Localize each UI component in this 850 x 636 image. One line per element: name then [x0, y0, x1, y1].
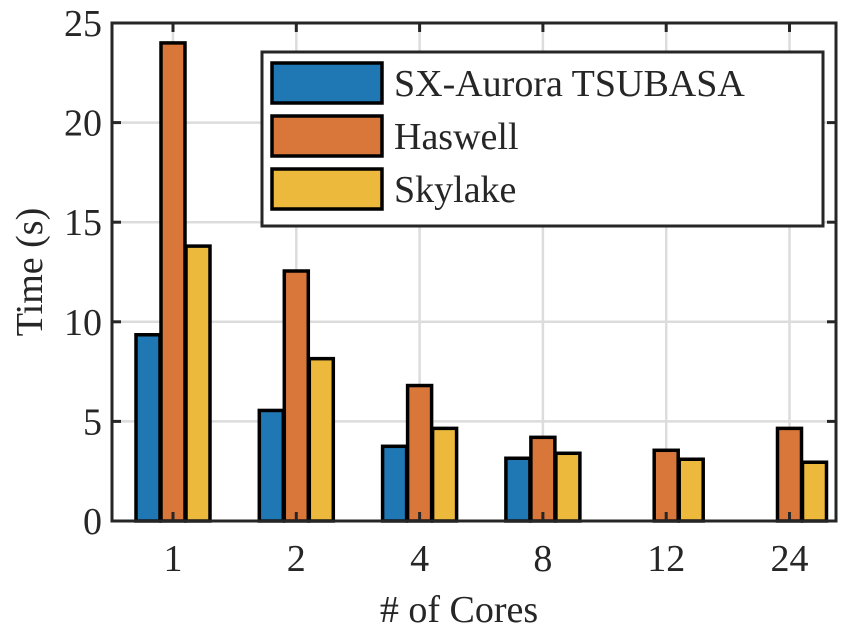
x-tick-label: 8	[533, 538, 552, 580]
legend-swatch	[270, 61, 384, 105]
bar	[529, 435, 557, 523]
x-tick-label: 4	[410, 538, 429, 580]
bar	[307, 356, 336, 523]
y-tick-label: 5	[83, 401, 102, 443]
y-tick-label: 10	[64, 302, 102, 344]
x-tick-label: 1	[164, 538, 183, 580]
legend-label: Haswell	[394, 116, 519, 158]
bar	[184, 244, 212, 523]
bar	[800, 460, 829, 523]
x-tick-label: 12	[647, 538, 685, 580]
bar	[380, 444, 409, 523]
y-tick-label: 20	[64, 103, 102, 145]
legend-label: SX-Aurora TSUBASA	[394, 63, 745, 105]
bar	[134, 332, 162, 523]
bar	[159, 41, 187, 523]
x-tick-label: 24	[771, 538, 809, 580]
y-tick-label: 25	[64, 3, 102, 45]
bar	[775, 426, 804, 523]
tick-marks	[112, 21, 836, 523]
bar	[504, 456, 532, 523]
bar	[405, 383, 434, 523]
legend-swatch	[270, 114, 384, 158]
y-tick-label: 0	[83, 501, 102, 543]
y-axis-label: Time (s)	[9, 208, 51, 336]
y-tick-label: 15	[64, 202, 102, 244]
bar	[554, 451, 582, 523]
legend-label: Skylake	[394, 169, 516, 211]
bar	[282, 269, 311, 523]
bar	[430, 426, 459, 523]
legend: SX-Aurora TSUBASA Haswell Skylake	[260, 50, 825, 228]
legend-swatch	[270, 167, 384, 211]
x-axis-label: # of Cores	[380, 589, 538, 631]
y-tick-labels: 0 5 10 15 20 25	[64, 3, 102, 543]
x-tick-label: 2	[287, 538, 306, 580]
bar	[677, 457, 705, 523]
x-tick-labels: 1 2 4 8 12 24	[164, 538, 809, 580]
bar	[257, 408, 286, 523]
bar	[652, 448, 680, 523]
plot-frame	[110, 21, 838, 523]
